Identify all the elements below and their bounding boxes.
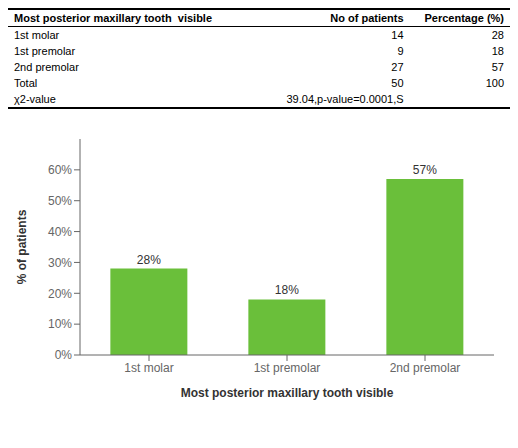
- html-text:Total: Total: [14, 77, 38, 89]
- html-text:χ2-value: χ2-value: [14, 93, 56, 105]
- html-text:57: 57: [491, 61, 504, 73]
- svg-text:30%: 30%: [48, 256, 72, 270]
- html-text:50: 50: [391, 77, 404, 89]
- svg-text:0%: 0%: [55, 348, 73, 362]
- svg-text:50%: 50%: [48, 194, 72, 208]
- svg-text:% of patients: % of patients: [15, 209, 29, 284]
- html-text:14: 14: [391, 29, 404, 41]
- html-text:28: 28: [491, 29, 504, 41]
- svg-text:10%: 10%: [48, 317, 72, 331]
- html-text:39.04,p-value=0.0001,S: 39.04,p-value=0.0001,S: [286, 93, 404, 105]
- html-text:1st molar: 1st molar: [14, 29, 60, 41]
- svg-text:18%: 18%: [275, 283, 299, 297]
- svg-text:1st molar: 1st molar: [124, 361, 173, 375]
- svg-text:Most posterior maxillary tooth: Most posterior maxillary tooth visible: [181, 386, 394, 400]
- html-text:Percentage (%): Percentage (%): [424, 12, 504, 24]
- svg-text:28%: 28%: [137, 253, 161, 267]
- html-text:Most posterior maxillary tooth: Most posterior maxillary tooth visible: [14, 12, 212, 24]
- svg-text:2nd premolar: 2nd premolar: [390, 361, 461, 375]
- svg-text:57%: 57%: [413, 163, 437, 177]
- svg-text:20%: 20%: [48, 287, 72, 301]
- html-text:27: 27: [391, 61, 404, 73]
- svg-text:1st premolar: 1st premolar: [254, 361, 321, 375]
- html-text:18: 18: [491, 45, 504, 57]
- html-text:9: 9: [397, 45, 404, 57]
- svg-text:40%: 40%: [48, 225, 72, 239]
- html-text:100: 100: [485, 77, 504, 89]
- html-text:2nd premolar: 2nd premolar: [14, 61, 79, 73]
- html-text:No of patients: No of patients: [330, 12, 404, 24]
- html-text:1st premolar: 1st premolar: [14, 45, 76, 57]
- svg-text:60%: 60%: [48, 163, 72, 177]
